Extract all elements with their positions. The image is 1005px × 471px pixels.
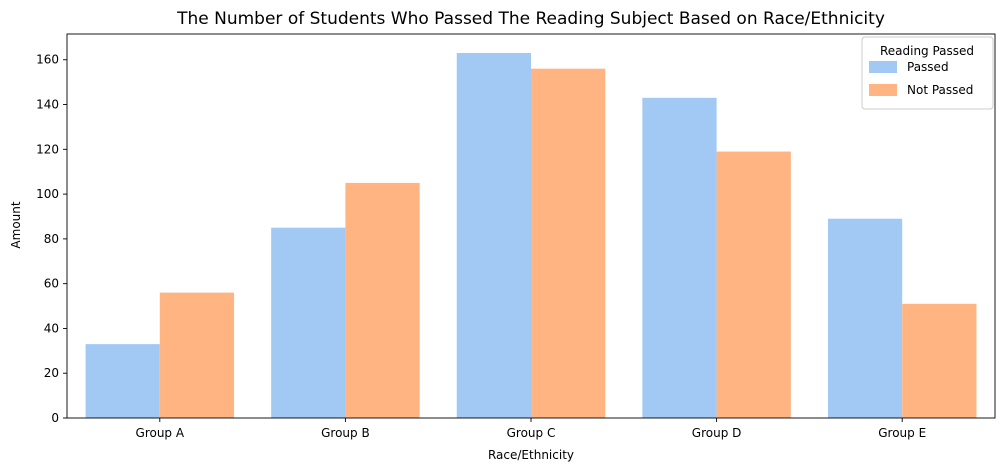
bar-passed-group-d	[642, 97, 717, 418]
legend-entry-label: Not Passed	[907, 83, 973, 97]
bar-passed-group-e	[827, 218, 903, 418]
legend-swatch	[869, 61, 897, 73]
legend: Reading Passed Passed Not Passed	[861, 36, 994, 110]
y-tick-label: 0	[51, 411, 59, 425]
y-tick-label: 160	[36, 53, 59, 67]
y-tick-label: 140	[36, 98, 59, 112]
y-axis-ticks: 0 20 40 60 80 100 120 140 160	[36, 53, 67, 425]
bar-passed-group-a	[85, 344, 160, 418]
x-tick-label: Group C	[507, 426, 556, 440]
x-axis-label: Race/Ethnicity	[488, 448, 574, 462]
y-tick-label: 40	[44, 321, 59, 335]
legend-title: Reading Passed	[880, 44, 974, 58]
y-tick-label: 100	[36, 187, 59, 201]
y-tick-label: 80	[44, 232, 59, 246]
x-tick-label: Group E	[878, 426, 926, 440]
bar-not-passed-group-c	[531, 68, 606, 418]
y-tick-label: 120	[36, 142, 59, 156]
y-tick-label: 20	[44, 366, 59, 380]
x-tick-label: Group B	[321, 426, 370, 440]
bar-not-passed-group-a	[159, 292, 235, 418]
bar-not-passed-group-d	[716, 151, 791, 418]
y-tick-label: 60	[44, 277, 59, 291]
bar-passed-group-b	[271, 227, 346, 418]
bar-not-passed-group-b	[345, 182, 420, 418]
legend-entry-label: Passed	[907, 60, 949, 74]
x-tick-label: Group A	[136, 426, 185, 440]
legend-swatch	[869, 84, 897, 96]
x-tick-label: Group D	[692, 426, 742, 440]
bars	[85, 53, 977, 418]
plot-frame	[66, 33, 996, 419]
x-axis-ticks: Group A Group B Group C Group D Group E	[136, 418, 926, 440]
bar-not-passed-group-e	[902, 303, 977, 418]
y-axis-label: Amount	[9, 201, 23, 248]
bar-passed-group-c	[456, 53, 531, 418]
chart-title: The Number of Students Who Passed The Re…	[176, 9, 885, 29]
